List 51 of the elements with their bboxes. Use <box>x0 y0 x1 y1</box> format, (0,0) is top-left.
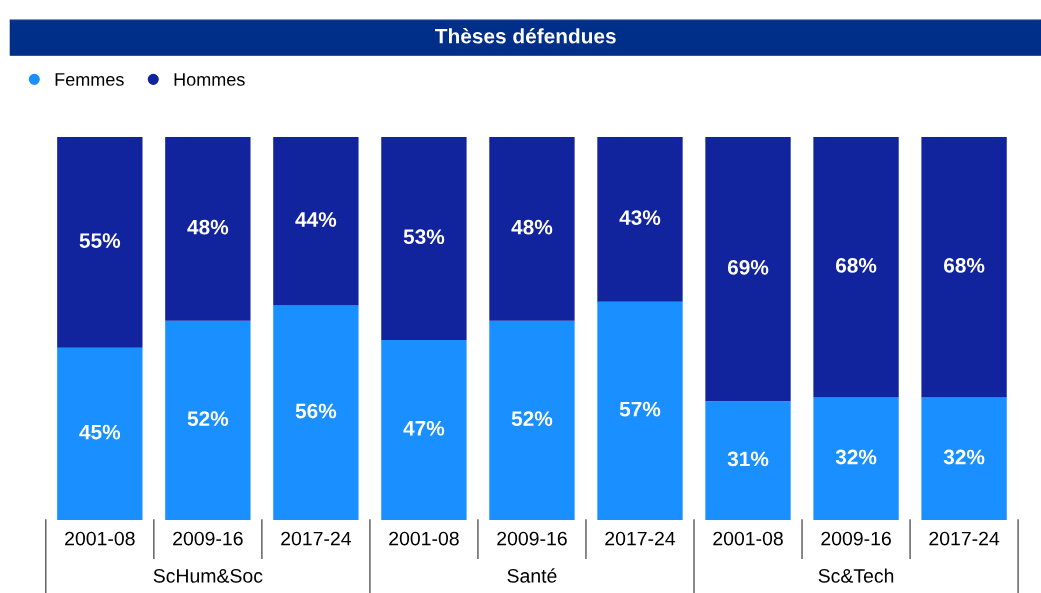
data-label: 48% <box>511 219 553 235</box>
legend-label: Femmes <box>55 73 124 86</box>
data-label: 47% <box>403 420 445 436</box>
x-tick-label: 2001-08 <box>65 531 135 546</box>
text: Sc&Tech <box>818 568 894 583</box>
bar <box>705 136 791 402</box>
x-tick-label: 2001-08 <box>713 531 783 546</box>
chart-title: Thèses défendues <box>435 28 616 44</box>
data-label: 57% <box>619 401 661 417</box>
data-label: 48% <box>187 219 229 235</box>
bar <box>57 136 143 348</box>
bar <box>489 136 575 321</box>
bar <box>165 136 251 321</box>
data-label: 32% <box>835 449 877 465</box>
text: ScHum&Soc <box>153 568 263 583</box>
data-label: 43% <box>619 210 661 225</box>
x-tick-label: 2017-24 <box>605 531 676 546</box>
x-tick-label: 2001-08 <box>389 531 459 546</box>
bar <box>273 136 359 306</box>
data-label: 44% <box>295 212 337 227</box>
x-tick-label: 2009-16 <box>497 531 567 546</box>
bar <box>921 397 1007 521</box>
data-label: 69% <box>727 259 769 275</box>
bar <box>165 320 251 521</box>
bar <box>489 320 575 521</box>
data-label: 45% <box>79 424 121 440</box>
text: Santé <box>507 568 557 583</box>
bar <box>381 340 467 521</box>
data-label: 53% <box>403 229 445 245</box>
bar <box>705 401 791 521</box>
bar <box>597 136 683 302</box>
data-label: 68% <box>835 258 877 273</box>
data-label: 32% <box>943 449 985 465</box>
legend-label: Hommes <box>174 73 245 86</box>
x-tick-label: 2009-16 <box>173 531 243 546</box>
data-label: 52% <box>187 411 229 427</box>
bar <box>597 301 683 521</box>
bar <box>57 347 143 521</box>
x-tick-label: 2009-16 <box>821 531 891 546</box>
data-label: 68% <box>944 258 985 273</box>
data-label: 55% <box>79 233 121 248</box>
bar <box>813 136 899 398</box>
data-label: 52% <box>511 411 553 427</box>
data-label: 31% <box>727 451 769 467</box>
data-label: 56% <box>295 403 337 419</box>
bar <box>273 305 359 521</box>
bar <box>381 136 467 341</box>
x-tick-label: 2017-24 <box>929 531 1000 546</box>
x-tick-label: 2017-24 <box>281 531 351 546</box>
bar <box>921 136 1007 398</box>
bar <box>813 397 899 521</box>
